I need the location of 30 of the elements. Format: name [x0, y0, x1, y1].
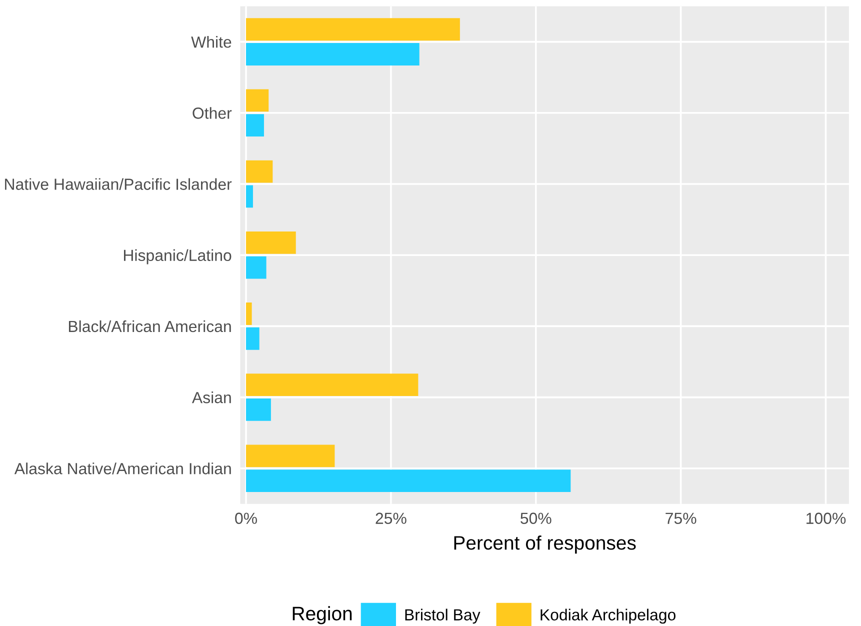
bar [246, 327, 260, 350]
bar [246, 185, 253, 208]
bar [246, 374, 418, 396]
y-tick-label: Black/African American [68, 320, 231, 332]
y-tick-label: Other [192, 107, 232, 119]
x-tick-label: 0% [235, 512, 257, 524]
bar [246, 398, 271, 421]
y-tick-label: White [191, 36, 232, 48]
x-tick-label: 100% [806, 512, 846, 524]
bar [246, 444, 335, 468]
bar [246, 18, 460, 41]
bar [246, 470, 571, 492]
x-axis-title: Percent of responses [454, 536, 636, 554]
bar [246, 256, 266, 279]
bar [246, 89, 269, 112]
y-tick-label: Asian [192, 392, 231, 404]
y-tick-label: Hispanic/Latino [124, 249, 232, 264]
bar [246, 231, 296, 254]
legend-label: Bristol Bay [405, 608, 480, 624]
y-tick-label: Native Hawaiian/Pacific Islander [5, 178, 232, 190]
bar [246, 160, 273, 183]
bar [246, 114, 264, 137]
x-tick-label: 75% [666, 512, 696, 524]
x-tick-label: 50% [520, 512, 552, 524]
bar [246, 43, 420, 66]
legend-label: Kodiak Archipelago [540, 608, 676, 624]
bar [246, 302, 252, 325]
legend-title: Region [292, 606, 352, 624]
x-tick-label: 25% [376, 512, 406, 524]
y-tick-label: Alaska Native/American Indian [14, 462, 231, 474]
